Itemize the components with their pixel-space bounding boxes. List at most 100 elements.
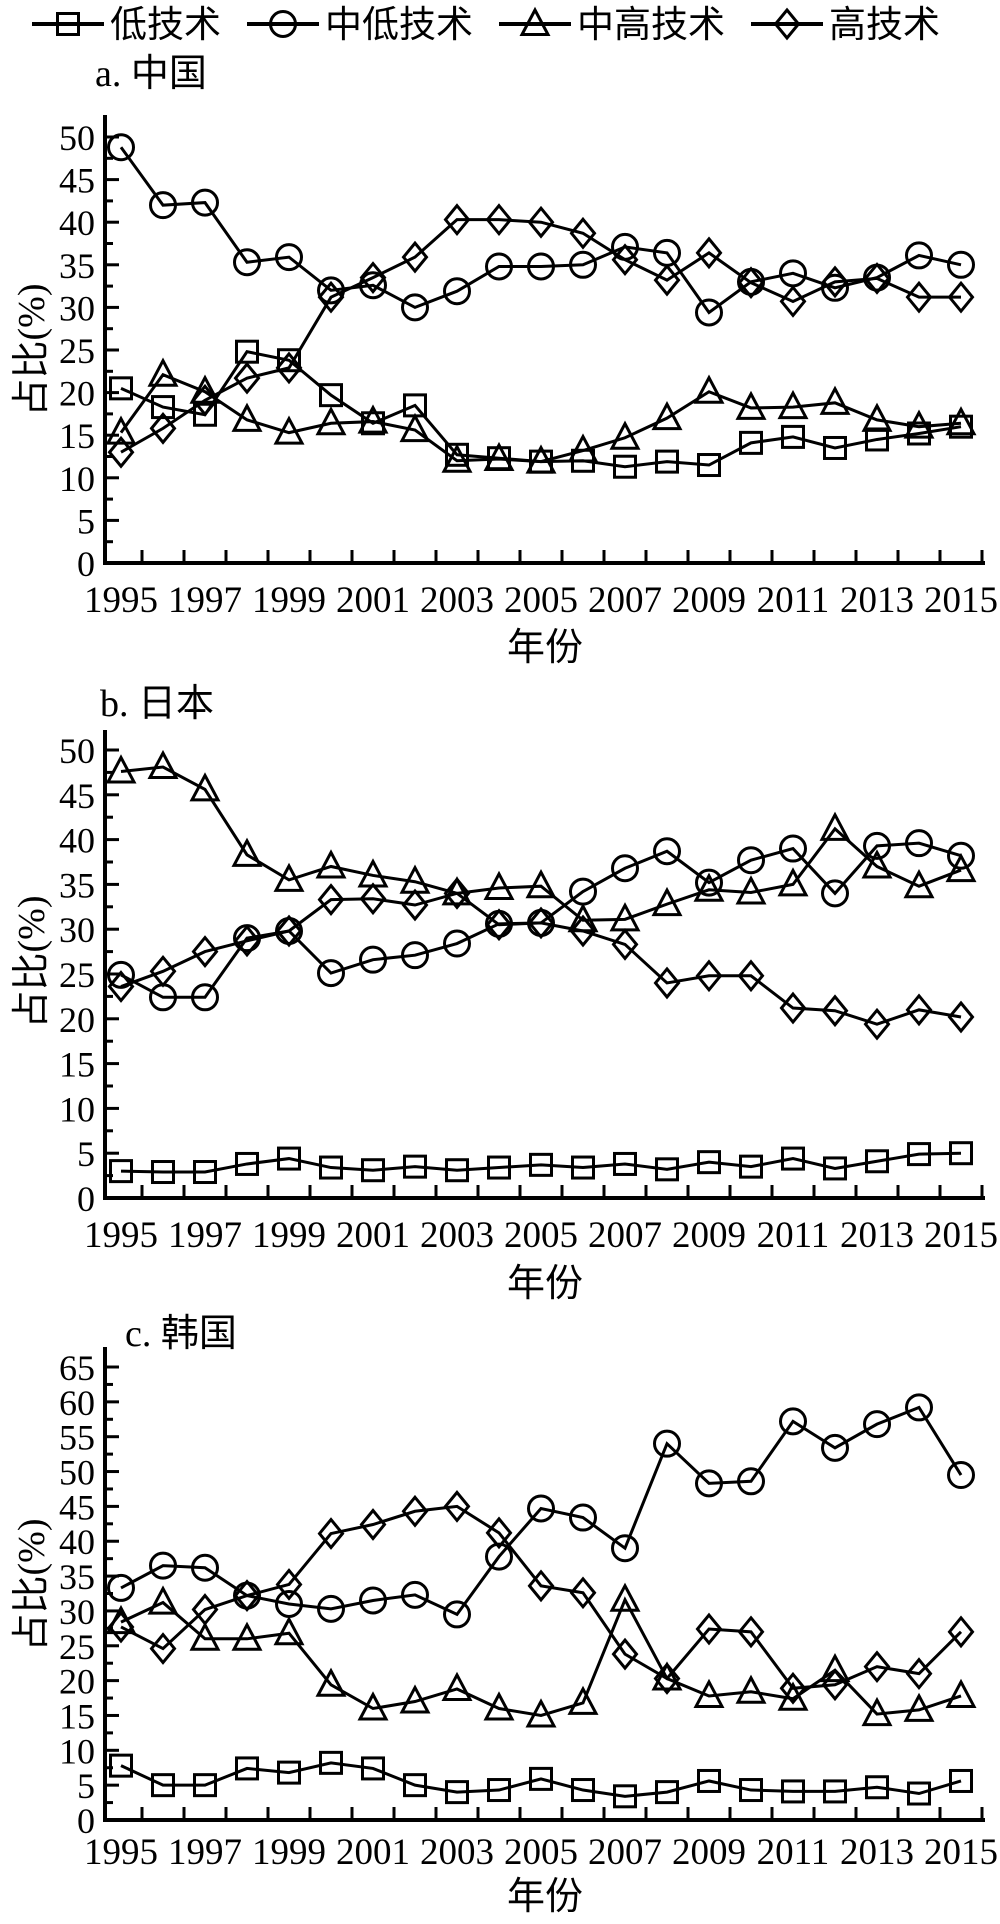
circle-marker-icon <box>443 1600 471 1629</box>
y-tick-label: 50 <box>59 1453 95 1493</box>
triangle-marker-icon <box>861 1696 893 1727</box>
circle-marker-icon <box>191 983 219 1012</box>
y-tick-label: 50 <box>59 118 95 158</box>
diamond-marker-icon <box>695 236 723 270</box>
square-marker-icon <box>613 454 637 479</box>
legend-label-triangle: 中高技术 <box>577 4 725 46</box>
circle-marker-icon <box>653 1429 681 1458</box>
square-marker-icon <box>697 1150 721 1175</box>
x-tick-label: 1999 <box>252 1215 326 1256</box>
diamond-marker-icon <box>947 280 975 314</box>
square-marker-icon <box>193 1160 217 1185</box>
diamond-marker-icon <box>149 412 177 445</box>
triangle-marker-icon <box>399 1684 431 1714</box>
square-marker-icon <box>571 1778 595 1803</box>
circle-marker-icon <box>653 837 681 866</box>
triangle-marker-icon <box>315 406 347 436</box>
square-marker-icon <box>949 1768 973 1793</box>
circle-marker-icon <box>149 191 177 220</box>
diamond-marker-icon <box>737 1615 765 1649</box>
triangle-marker-icon <box>777 389 809 420</box>
diamond-marker-icon <box>443 876 471 910</box>
triangle-marker-icon <box>483 870 515 900</box>
circle-marker-icon <box>779 1407 807 1436</box>
circle-marker-icon <box>821 879 849 908</box>
triangle-marker-icon <box>525 444 557 474</box>
square-marker-icon <box>655 1780 679 1805</box>
triangle-marker-icon <box>693 374 725 404</box>
square-marker-icon <box>529 1152 553 1177</box>
square-marker-icon <box>487 1155 511 1180</box>
x-tick-label: 2013 <box>840 1832 914 1873</box>
y-tick-label: 25 <box>59 1627 95 1667</box>
square-marker-icon <box>823 1779 847 1804</box>
square-marker-icon <box>739 430 763 455</box>
circle-marker-icon <box>821 1433 849 1462</box>
square-marker-icon <box>613 1151 637 1176</box>
square-marker-icon <box>781 424 805 449</box>
triangle-marker-icon <box>777 867 809 897</box>
x-tick-label: 1999 <box>252 1832 326 1873</box>
diamond-marker-icon <box>443 1490 471 1523</box>
triangle-marker-icon <box>483 441 515 472</box>
square-marker-icon <box>319 1750 343 1775</box>
circle-marker-icon <box>107 1573 135 1602</box>
square-marker-icon <box>445 1780 469 1805</box>
legend-label-circle: 中低技术 <box>325 5 473 46</box>
y-axis-name: 占比(%) <box>11 284 53 417</box>
triangle-marker-icon <box>189 1621 221 1651</box>
circle-marker-icon <box>569 1503 597 1532</box>
diamond-marker-icon <box>905 1657 933 1691</box>
y-tick-label: 30 <box>59 1592 95 1632</box>
circle-marker-icon <box>695 1469 723 1498</box>
diamond-marker-icon <box>947 1000 975 1034</box>
circle-marker-icon <box>233 248 261 277</box>
series-markers-circle <box>107 133 975 327</box>
diamond-marker-icon <box>401 240 429 274</box>
square-marker-icon <box>403 1154 427 1179</box>
circle-marker-icon <box>737 1467 765 1496</box>
triangle-marker-icon <box>147 749 179 780</box>
y-tick-label: 50 <box>59 731 95 771</box>
x-tick-label: 2003 <box>420 1215 494 1256</box>
circle-marker-icon <box>737 846 765 875</box>
square-marker-icon <box>235 1151 259 1176</box>
triangle-marker-icon <box>651 886 683 917</box>
square-marker-icon <box>151 1773 175 1798</box>
square-marker-icon <box>865 1775 889 1800</box>
diamond-marker-icon <box>779 1671 807 1705</box>
circle-marker-icon <box>527 1494 555 1523</box>
square-marker-icon <box>319 383 343 408</box>
diamond-marker-icon <box>107 435 135 469</box>
square-marker-icon <box>655 1157 679 1182</box>
x-tick-label: 2005 <box>504 1832 578 1873</box>
diamond-marker-icon <box>527 205 555 239</box>
square-marker-icon <box>655 449 679 474</box>
diamond-marker-icon <box>779 285 807 318</box>
diamond-marker-icon <box>611 243 639 277</box>
x-tick-label: 1999 <box>252 580 326 621</box>
diamond-marker-icon <box>485 1516 513 1550</box>
diamond-marker-icon <box>569 216 597 250</box>
x-axis-name: 年份 <box>507 1263 583 1305</box>
circle-marker-icon <box>401 1580 429 1609</box>
diamond-marker-icon <box>443 203 471 237</box>
square-marker-icon <box>487 1778 511 1803</box>
triangle-marker-icon <box>441 1671 473 1701</box>
diamond-marker-icon <box>401 888 429 922</box>
legend-item-diamond: 高技术 <box>751 4 940 46</box>
x-tick-label: 2003 <box>420 1832 494 1873</box>
diamond-marker-icon <box>863 262 891 295</box>
y-tick-label: 40 <box>59 203 95 243</box>
legend-label-diamond: 高技术 <box>829 4 940 46</box>
triangle-marker-icon <box>273 862 305 892</box>
triangle-marker-icon <box>777 1681 809 1711</box>
y-tick-label: 10 <box>59 1731 95 1771</box>
x-tick-label: 2001 <box>336 1832 410 1873</box>
y-axis-name: 占比(%) <box>11 1519 53 1652</box>
square-marker-icon <box>781 1146 805 1171</box>
y-tick-label: 5 <box>77 501 95 541</box>
diamond-marker-icon <box>821 994 849 1028</box>
square-marker-icon <box>109 1753 133 1778</box>
